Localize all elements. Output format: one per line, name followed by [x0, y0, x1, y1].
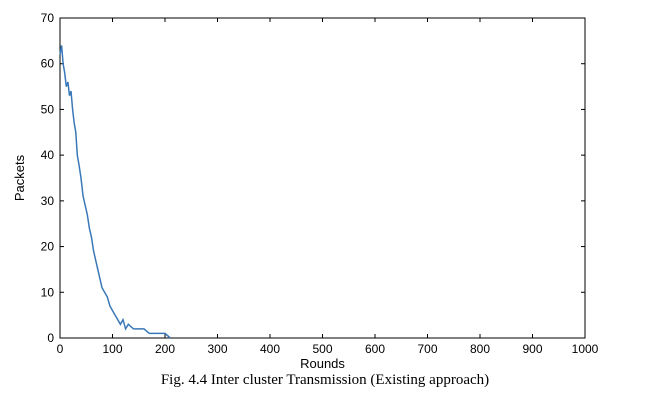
x-tick-label: 100 — [102, 342, 122, 356]
y-tick-label: 10 — [41, 285, 55, 299]
x-tick-label: 900 — [522, 342, 542, 356]
y-tick-label: 50 — [41, 102, 55, 116]
y-axis-label: Packets — [12, 154, 27, 201]
x-tick-label: 1000 — [572, 342, 599, 356]
figure-caption: Fig. 4.4 Inter cluster Transmission (Exi… — [160, 372, 490, 388]
x-tick-label: 400 — [260, 342, 280, 356]
x-axis-label: Rounds — [300, 356, 345, 371]
plot-area — [59, 17, 586, 339]
y-tick-label: 70 — [41, 11, 55, 25]
series-line — [59, 45, 171, 339]
y-tick-label: 30 — [41, 194, 55, 208]
series-layer — [59, 45, 171, 339]
y-tick-label: 20 — [41, 240, 55, 254]
x-tick-label: 800 — [470, 342, 490, 356]
x-tick-label: 500 — [312, 342, 332, 356]
x-tick-label: 0 — [57, 342, 64, 356]
axis-ticks: 0 100 200 300 400 500 600 700 800 900 1000 0 10 20 30 4… — [41, 11, 599, 356]
y-tick-label: 0 — [47, 331, 54, 345]
x-tick-label: 300 — [207, 342, 227, 356]
x-tick-label: 200 — [155, 342, 175, 356]
x-tick-label: 600 — [365, 342, 385, 356]
y-tick-label: 60 — [41, 57, 55, 71]
x-tick-label: 700 — [417, 342, 437, 356]
y-tick-label: 40 — [41, 148, 55, 162]
